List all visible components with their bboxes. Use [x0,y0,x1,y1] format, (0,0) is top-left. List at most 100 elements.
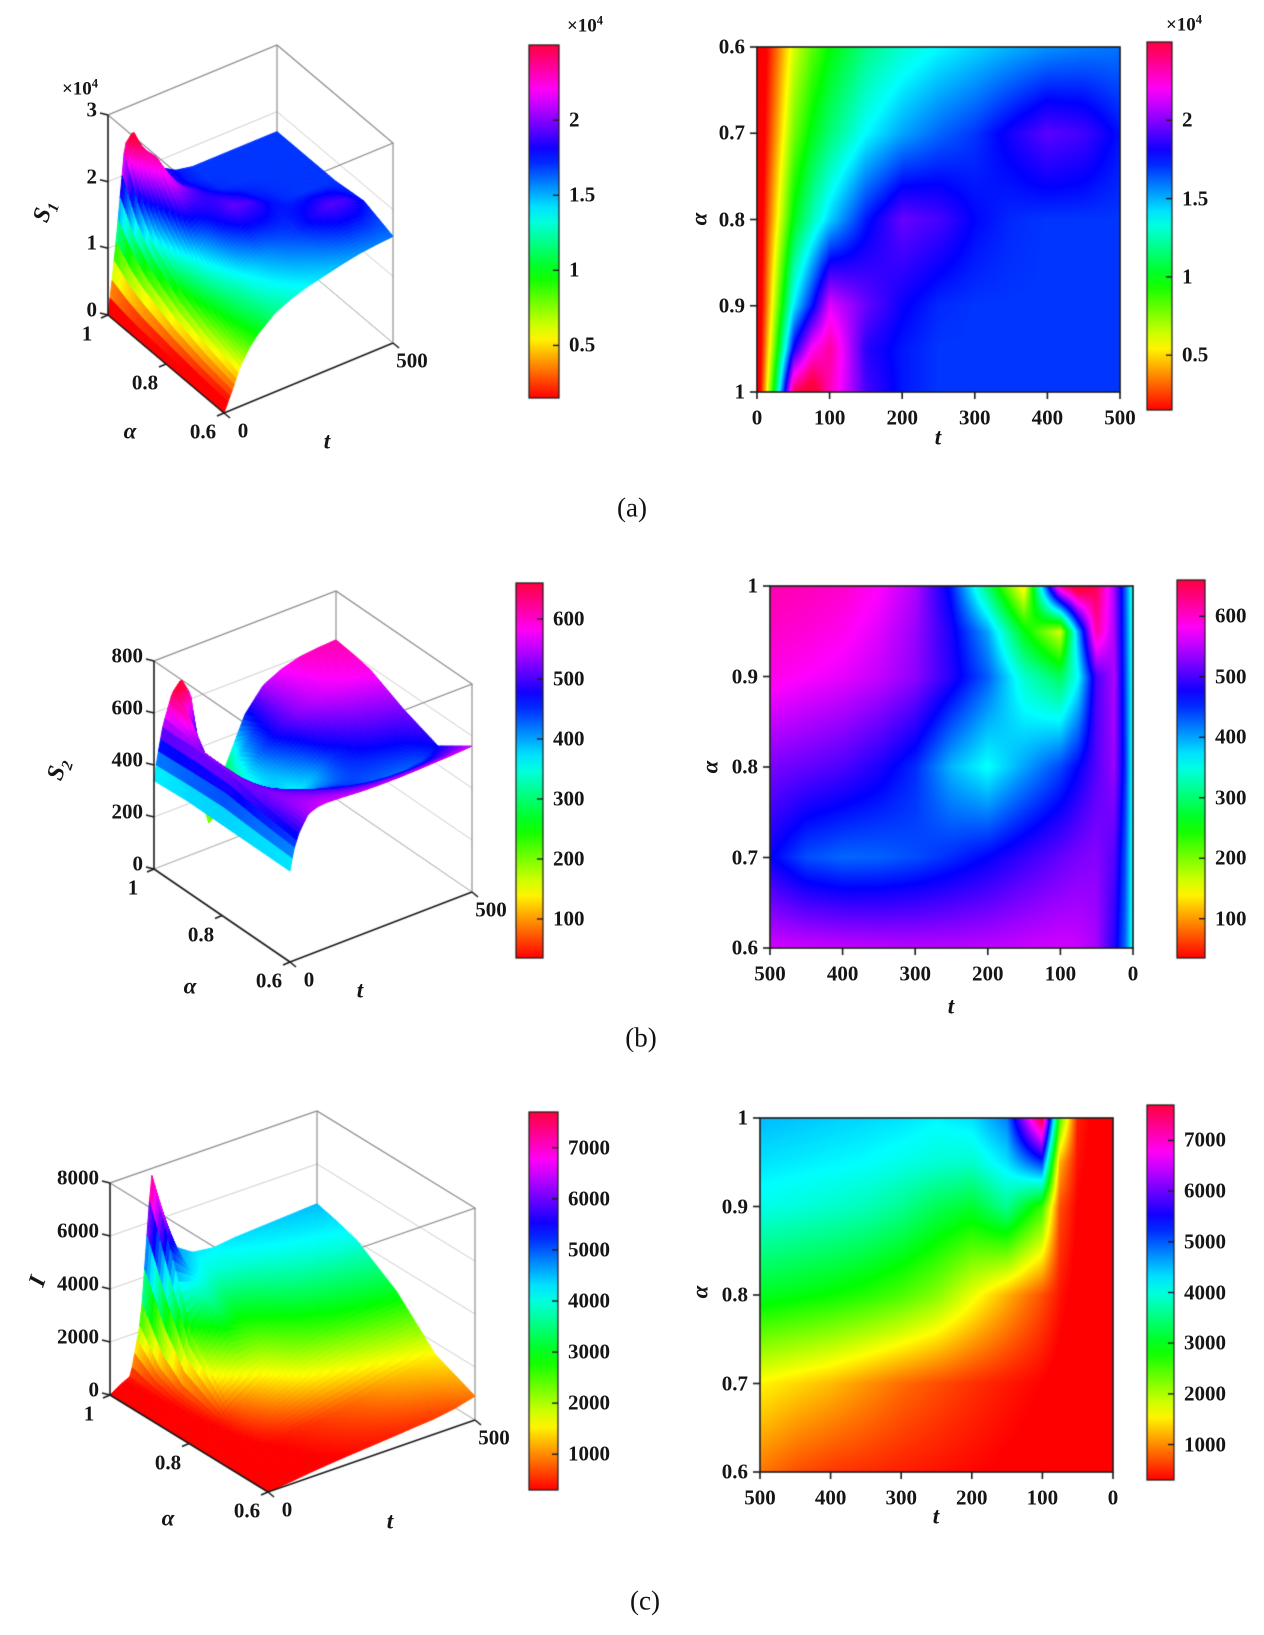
contour-y-tick-label: 1 [737,1105,749,1130]
contour-y-tick-label: 0.9 [731,664,758,688]
surface-z-tick-label: 8000 [57,1165,99,1190]
colorbar-tick-label: 0.5 [569,332,596,357]
surface-alpha-axis-label: α [161,1505,175,1531]
surface-z-axis-label: S2 [42,759,78,784]
contour-x-tick-label: 0 [1127,961,1139,986]
colorbar-tick-label: 500 [1215,664,1247,689]
colorbar-tick-label: 600 [1215,603,1247,628]
contour-t-axis-label: t [947,993,955,1019]
surface-alpha-axis-label: α [123,418,137,444]
surface-alpha-tick-label: 0.8 [187,922,215,946]
surface-t-axis-label: t [356,977,364,1003]
surface-alpha-tick-label: 0.8 [131,370,159,395]
surface-t-axis-label: t [386,1508,394,1534]
contour-t-axis-label: t [934,424,942,450]
surface-t-axis-label: t [323,428,331,454]
contour-alpha-axis-label: α [686,212,712,226]
surface-alpha-tick-label: 1 [83,1401,95,1426]
surface-t-tick-label: 0 [281,1497,293,1522]
colorbar-scale-label: ×104 [1165,12,1203,36]
colorbar-tick-label: 200 [553,846,585,871]
colorbar-tick-label: 1.5 [1182,186,1209,211]
contour-x-tick-label: 300 [899,961,931,986]
surface-z-tick-label: 600 [111,695,144,720]
contour-x-tick-label: 200 [972,961,1004,986]
surface-z-tick-label: 0 [132,851,144,876]
colorbar-tick-label: 300 [1215,785,1247,810]
surface-alpha-axis-label: α [183,973,197,999]
colorbar-tick-label: 1000 [568,1441,610,1466]
colorbar-tick-label: 2 [1182,107,1193,132]
row-caption-c: (c) [630,1585,660,1616]
row-caption-b: (b) [625,1022,657,1053]
contour-x-tick-label: 0 [751,405,763,430]
contour-x-tick-label: 400 [826,961,859,986]
surface-z-tick-label: 1 [86,230,98,255]
colorbar-tick-label: 1.5 [569,182,596,207]
colorbar-tick-label: 6000 [1184,1178,1226,1203]
contour-x-tick-label: 300 [885,1485,917,1510]
surface-z-axis-label: S1 [28,201,64,226]
contour-y-tick-label: 0.7 [721,1371,748,1395]
contour-y-tick-label: 0.9 [718,293,745,318]
surface-z-scale-label: ×104 [61,76,99,100]
surface-alpha-tick-label: 1 [81,321,93,346]
surface-t-tick-label: 500 [475,897,507,922]
surface-t-tick-label: 500 [396,348,428,373]
colorbar-tick-label: 3000 [568,1339,610,1364]
colorbar-scale-label: ×104 [566,13,604,37]
colorbar-tick-label: 500 [553,666,585,691]
surface-z-tick-label: 800 [111,643,144,668]
surface-z-tick-label: 400 [111,747,144,772]
surface-z-tick-label: 3 [86,97,98,122]
contour-alpha-axis-label: α [687,1285,713,1299]
contour-y-tick-label: 0.8 [721,1282,748,1307]
colorbar-tick-label: 0.5 [1182,342,1209,367]
contour-x-tick-label: 300 [959,405,991,430]
contour-x-tick-label: 500 [1104,405,1136,430]
colorbar-tick-label: 5000 [1184,1229,1226,1254]
surface-t-tick-label: 0 [237,418,249,443]
contour-y-tick-label: 0.8 [731,754,758,779]
surface-t-tick-label: 500 [478,1425,510,1450]
colorbar-tick-label: 1000 [1184,1432,1226,1457]
surface-z-tick-label: 4000 [57,1271,99,1296]
surface-t-tick-label: 0 [303,967,315,992]
surface-alpha-tick-label: 1 [127,875,139,900]
contour-x-tick-label: 100 [1026,1485,1059,1510]
contour-x-tick-label: 100 [1044,961,1077,986]
colorbar-tick-label: 4000 [1184,1280,1226,1304]
contour-x-tick-label: 500 [744,1485,776,1510]
colorbar-tick-label: 7000 [1184,1127,1226,1152]
colorbar-tick-label: 2 [569,107,580,132]
surface-z-tick-label: 2000 [57,1324,99,1349]
colorbar-tick-label: 600 [553,606,585,631]
colorbar-tick-label: 1 [569,257,580,282]
surface-z-tick-label: 2 [86,164,98,189]
contour-x-tick-label: 500 [754,961,786,986]
colorbar-tick-label: 4000 [568,1288,610,1313]
colorbar-tick-label: 5000 [568,1237,610,1262]
row-caption-a: (a) [617,492,647,523]
contour-y-tick-label: 0.6 [721,1459,748,1484]
contour-y-tick-label: 0.6 [718,34,745,59]
colorbar-tick-label: 1 [1182,264,1193,289]
contour-x-tick-label: 400 [814,1485,847,1510]
colorbar-tick-label: 2000 [1184,1381,1226,1406]
contour-y-tick-label: 0.6 [731,935,758,960]
surface-z-axis-label: I [23,1272,52,1290]
contour-y-tick-label: 0.8 [718,207,745,231]
contour-alpha-axis-label: α [697,760,723,774]
colorbar-tick-label: 200 [1215,845,1247,870]
colorbar-tick-label: 400 [1215,724,1247,749]
surface-z-tick-label: 0 [86,297,98,322]
contour-x-tick-label: 100 [813,405,846,430]
surface-alpha-tick-label: 0.6 [189,419,217,444]
colorbar-tick-label: 2000 [568,1390,610,1415]
contour-y-tick-label: 1 [734,379,746,404]
colorbar-tick-label: 100 [553,906,585,931]
surface-alpha-tick-label: 0.6 [255,968,283,993]
